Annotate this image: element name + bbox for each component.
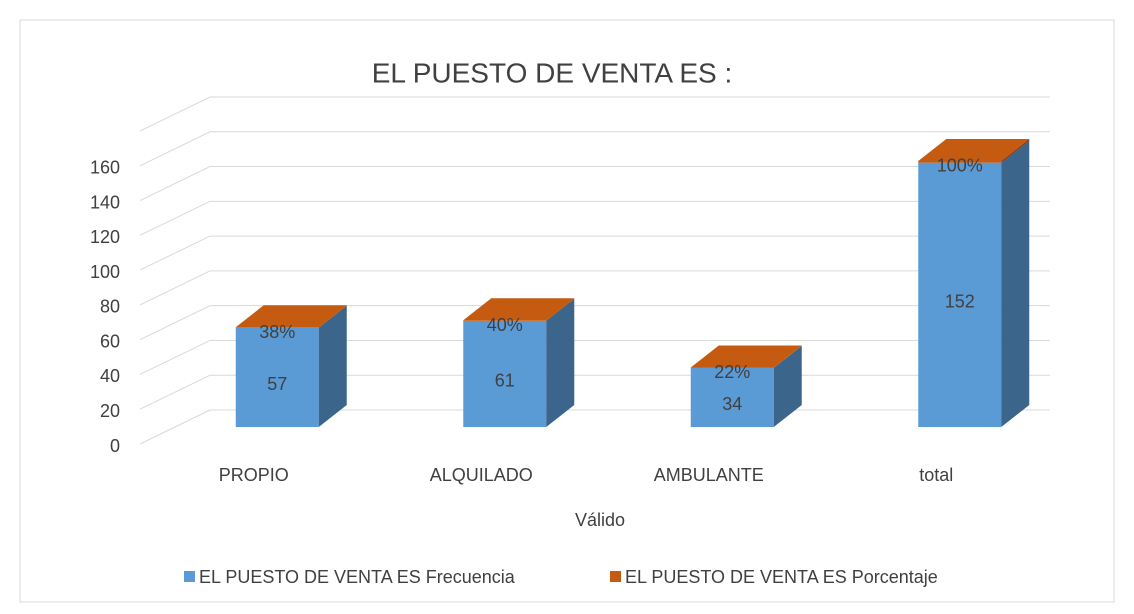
x-tick-label: AMBULANTE: [654, 465, 764, 485]
x-tick-label: total: [919, 465, 953, 485]
y-tick-label: 80: [100, 297, 120, 317]
y-tick-label: 120: [90, 227, 120, 247]
data-label: 61: [495, 371, 515, 391]
data-label: 57: [267, 374, 287, 394]
data-label: 40%: [487, 315, 523, 335]
x-axis-label: Válido: [575, 510, 625, 530]
legend-swatch: [184, 571, 195, 582]
data-label: 152: [945, 292, 975, 312]
legend-label: EL PUESTO DE VENTA ES Frecuencia: [199, 567, 516, 587]
y-tick-label: 40: [100, 366, 120, 386]
data-label: 38%: [259, 322, 295, 342]
y-tick-label: 20: [100, 401, 120, 421]
legend-swatch: [610, 571, 621, 582]
x-tick-label: PROPIO: [219, 465, 289, 485]
data-label: 34: [722, 394, 742, 414]
x-tick-label: ALQUILADO: [430, 465, 533, 485]
y-tick-label: 140: [90, 192, 120, 212]
chart-title: EL PUESTO DE VENTA ES :: [372, 57, 733, 88]
y-tick-label: 160: [90, 158, 120, 178]
data-label: 100%: [937, 156, 983, 176]
y-tick-label: 60: [100, 331, 120, 351]
legend-label: EL PUESTO DE VENTA ES Porcentaje: [625, 567, 938, 587]
data-label: 22%: [714, 362, 750, 382]
y-tick-label: 100: [90, 262, 120, 282]
bar-side: [546, 299, 574, 427]
bar-side: [1001, 141, 1029, 427]
y-tick-label: 0: [110, 436, 120, 456]
